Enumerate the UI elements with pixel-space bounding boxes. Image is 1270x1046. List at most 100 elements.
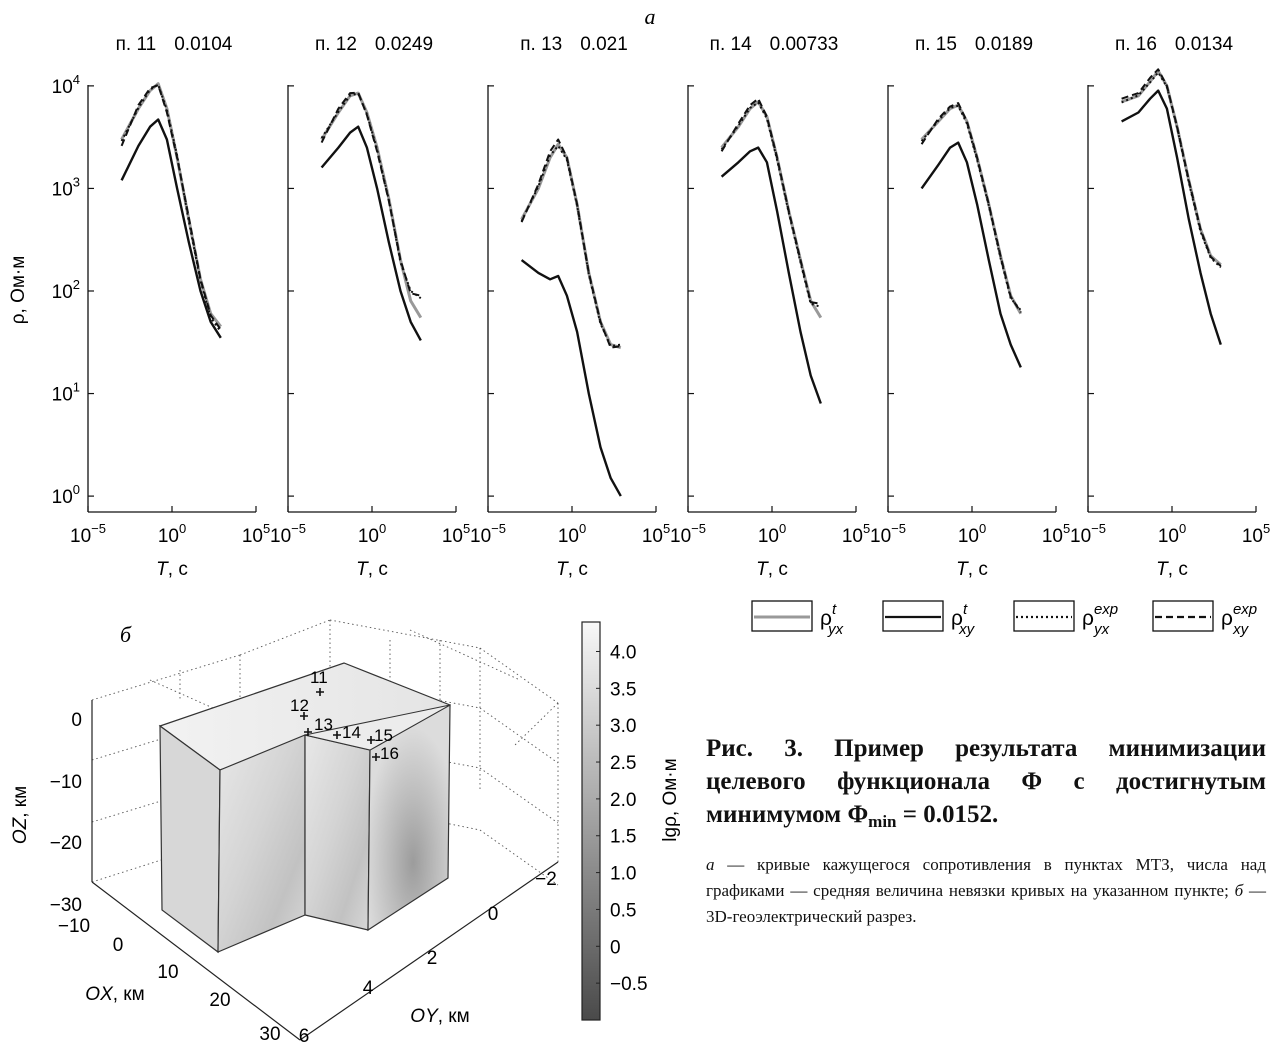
colorbar-label: lgρ, Ом·м	[660, 758, 681, 841]
colorbar: 4.0 3.5 3.0 2.5 2.0 1.5 1.0 0.5 0 −0.5 lgρ, Ом·м	[581, 621, 681, 1021]
series-ρexp_xy	[320, 91, 422, 297]
x-axis-label: T, с	[356, 559, 388, 580]
colorbar-tick-label: 1.0	[610, 864, 636, 885]
x-axis-label: T, с	[956, 559, 988, 580]
x-tick-label: 10−5	[670, 521, 706, 547]
colorbar-tick-label: 2.0	[610, 790, 636, 811]
caption-title: Рис. 3. Пример результата минимизации це…	[706, 732, 1266, 838]
legend: ρt yx ρt xy ρexp yx ρexp xy	[751, 600, 1257, 638]
station-marker-16: 16	[372, 744, 399, 763]
y-tick-label: 101	[52, 380, 80, 406]
legend-item-gray-solid: ρt yx	[751, 600, 844, 638]
x-tick-label: 10−5	[870, 521, 906, 547]
legend-item-black-dotted: ρexp yx	[1013, 600, 1118, 638]
y-axis-label: ρ, Ом·м	[8, 256, 29, 325]
caption-text-a: — кривые кажущегося сопротивления в пунк…	[706, 855, 1266, 900]
x-tick-label: 30	[259, 1024, 280, 1045]
series-ρexp_yx	[320, 92, 422, 300]
station-label: п. 11	[116, 34, 157, 55]
x-axis-label: T, с	[156, 559, 188, 580]
station-label: п. 12	[315, 34, 357, 55]
station-label: 12	[290, 696, 309, 715]
legend-label: ρexp xy	[1221, 601, 1257, 638]
caption-title-tail: = 0.0152.	[896, 801, 999, 828]
x-tick-label: 100	[1158, 521, 1186, 547]
series-ρt_xy	[520, 259, 622, 497]
x-tick-label: 10−5	[1070, 521, 1106, 547]
x-tick-label: 105	[1042, 521, 1070, 547]
caption-label-b: б	[1234, 881, 1244, 900]
panel-a-label: а	[645, 4, 656, 29]
colorbar-tick-label: 3.5	[610, 679, 636, 700]
plot-title: п. 11 0.0104	[116, 34, 233, 55]
legend-label: ρt yx	[820, 601, 844, 638]
station-label: 13	[314, 715, 333, 734]
z-tick-label: 0	[71, 710, 82, 731]
plot-station-13: п. 13 0.021 10−5 100 105 T, с	[470, 34, 670, 580]
z-tick-label: −20	[50, 833, 82, 854]
colorbar-tick-label: 4.0	[610, 642, 636, 663]
y-tick-label: −2	[535, 869, 557, 890]
x-tick-label: 10−5	[470, 521, 506, 547]
series-ρexp_xy	[920, 102, 1022, 313]
y-tick-label: 104	[52, 72, 80, 98]
misfit-value: 0.0189	[975, 34, 1033, 55]
plot-station-12: п. 12 0.0249 10−5 100 105 T, с	[270, 34, 470, 580]
caption-text-b: — 3D-геоэлектрический разрез.	[706, 881, 1266, 926]
x-axis-label: T, с	[1156, 559, 1188, 580]
x-tick-label: 105	[1242, 521, 1270, 547]
station-marker-12: 12	[290, 696, 309, 720]
station-label: 15	[374, 726, 393, 745]
x-tick-label: 100	[358, 521, 386, 547]
caption-label-a: а	[706, 855, 715, 874]
series-ρt_xy	[920, 141, 1022, 368]
station-marker-11: 11	[310, 668, 328, 696]
y-tick-label: 4	[363, 978, 374, 999]
series-ρexp_xy	[1121, 68, 1222, 267]
colorbar-tick-label: 3.0	[610, 716, 636, 737]
station-label: п. 14	[710, 34, 752, 55]
colorbar-tick-label: −0.5	[610, 974, 648, 995]
plot-station-11: п. 11 0.0104 100 101 102 103 104 10−5 100 105 T, с	[52, 34, 271, 580]
station-marker-15: 15	[367, 726, 393, 745]
misfit-value: 0.0249	[375, 34, 433, 55]
x-tick-label: 10−5	[70, 521, 106, 547]
block-inner-face	[304, 734, 371, 931]
colorbar-tick-label: 0	[610, 937, 621, 958]
station-label: п. 16	[1115, 34, 1157, 55]
x-tick-label: 100	[958, 521, 986, 547]
plot-title: п. 12 0.0249	[315, 34, 433, 55]
plot-title: п. 14 0.00733	[710, 34, 839, 55]
colorbar-tick-label: 2.5	[610, 753, 636, 774]
misfit-value: 0.0104	[174, 34, 233, 55]
caption-title-subscript: min	[868, 812, 897, 831]
station-marker-14: 14	[333, 723, 361, 742]
x-tick-label: 100	[158, 521, 186, 547]
plot-station-14: п. 14 0.00733 10−5 100 105 T, с	[670, 34, 870, 580]
y-tick-label: 2	[427, 948, 438, 969]
x-tick-label: 100	[758, 521, 786, 547]
legend-label: ρt xy	[951, 601, 976, 638]
caption-text: а — кривые кажущегося сопротивления в пу…	[706, 852, 1266, 930]
station-label: 16	[380, 744, 399, 763]
z-tick-label: −30	[50, 895, 82, 916]
colorbar-tick-label: 0.5	[610, 900, 636, 921]
x-axis-label-3d: OX, км	[85, 984, 144, 1005]
series-ρexp_xy	[120, 84, 222, 331]
series-ρt_xy	[720, 146, 822, 404]
figure-caption: Рис. 3. Пример результата минимизации це…	[706, 732, 1266, 930]
z-tick-label: −10	[50, 772, 82, 793]
legend-label: ρexp yx	[1082, 601, 1118, 638]
series-ρexp_xy	[720, 97, 821, 305]
y-axis-line	[299, 861, 559, 1041]
panel-b-label: б	[120, 622, 132, 647]
station-marker-13: 13	[304, 715, 333, 736]
series-ρt_xy	[1121, 89, 1222, 345]
x-axis-label: T, с	[756, 559, 788, 580]
z-axis-label: OZ, км	[10, 786, 31, 844]
colorbar-tick-label: 1.5	[610, 827, 636, 848]
x-tick-label: 105	[642, 521, 670, 547]
x-tick-label: 0	[113, 935, 124, 956]
